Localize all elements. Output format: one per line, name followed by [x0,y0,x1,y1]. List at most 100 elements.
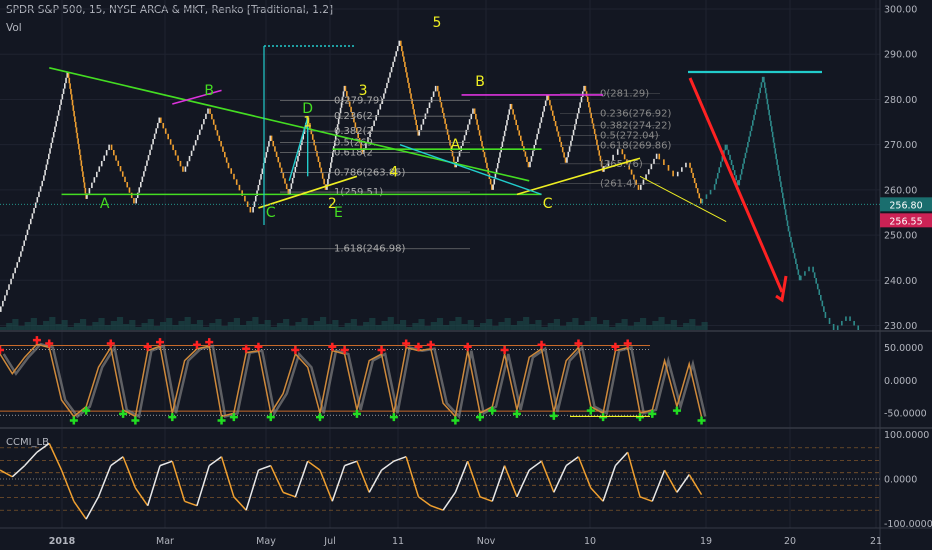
volume-bar [548,323,554,330]
renko-brick [668,165,670,171]
ccmi-segment [185,501,197,505]
ccmi-segment [406,457,418,497]
wave-line-a-c [400,145,542,195]
renko-brick [391,67,393,72]
projection-brick [748,137,750,142]
renko-brick [401,46,403,51]
volume-bar [37,325,43,330]
volume-bar [671,320,677,330]
volume-bar [86,326,92,330]
renko-brick [502,142,504,147]
renko-brick [386,83,388,88]
osc-signal-marker [599,413,607,421]
x-axis-tick-label: Nov [477,536,496,547]
ccmi-segment [517,470,529,497]
volume-bar [258,324,264,330]
renko-brick [512,109,514,114]
projection-brick [772,132,774,137]
renko-brick [199,130,201,135]
projection-brick [778,170,780,176]
volume-bar [517,321,523,330]
volume-bar [431,322,437,330]
renko-brick [230,168,232,174]
renko-brick [267,147,269,152]
ccmi-segment [369,470,381,492]
volume-bar [129,320,135,330]
renko-brick [255,196,257,201]
renko-brick [293,172,295,177]
volume-bar [18,326,24,330]
renko-brick [91,183,93,188]
projection-brick [767,104,769,109]
volume-bar [154,326,160,330]
ccmi-segment [652,470,664,501]
volume-bar [683,323,689,330]
renko-brick [138,187,140,192]
renko-brick [315,145,317,151]
volume-bar [689,319,695,330]
renko-brick [215,125,217,130]
projection-brick [774,143,776,148]
renko-brick [145,166,147,171]
renko-brick [30,219,32,224]
renko-brick [597,145,599,150]
renko-brick [160,118,162,123]
projection-brick [804,271,806,276]
volume-bar [652,321,658,330]
x-axis-tick-label: 21 [870,536,882,547]
ccmi-segment [382,461,394,470]
renko-brick [117,161,119,166]
renko-brick [558,131,560,136]
renko-brick [62,94,64,99]
ccmi-segment [123,457,135,488]
fib-level-label: 1.618(246.98) [334,244,406,255]
renko-brick [592,118,594,123]
renko-brick [553,116,555,121]
renko-brick [185,167,187,172]
renko-brick [177,156,179,161]
renko-brick [0,306,2,312]
renko-brick [431,97,433,103]
ccmi-segment [148,466,160,506]
volume-bar [615,323,621,330]
renko-brick [395,51,397,56]
volume-bar [320,317,326,330]
renko-brick [81,160,83,166]
volume-bar [105,325,111,330]
renko-brick [427,108,429,114]
renko-brick [541,117,543,123]
renko-brick [582,91,584,96]
volume-bar [412,323,418,330]
renko-brick [476,119,478,124]
renko-brick [506,120,508,125]
projection-brick [808,267,810,272]
renko-brick [465,130,467,135]
renko-brick [157,123,159,128]
renko-brick [205,114,207,119]
projection-brick [775,148,777,153]
renko-brick [511,104,513,109]
volume-bar [462,324,468,330]
renko-brick [515,120,517,125]
renko-brick [492,184,494,189]
projection-brick [773,137,775,142]
renko-brick [106,150,108,155]
x-axis-tick-label: 20 [784,536,796,547]
ccmi-segment [505,466,517,497]
projection-brick [841,321,843,326]
renko-brick [575,119,577,124]
wave-label: 3 [359,83,368,99]
renko-brick [596,140,598,145]
renko-brick [414,115,416,120]
renko-brick [252,207,254,212]
volume-bar [222,326,228,330]
wave-label: 1 [303,115,312,131]
renko-brick [76,127,78,133]
ccmi-title: CCMI_LB [6,437,49,448]
renko-brick [653,159,655,164]
renko-brick [63,89,65,94]
renko-brick [10,279,12,285]
renko-brick [643,180,645,185]
renko-brick [44,170,46,175]
